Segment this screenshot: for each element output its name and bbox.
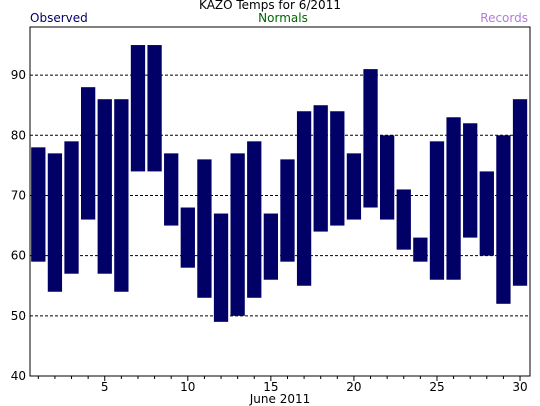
- legend-observed: Observed: [30, 11, 88, 25]
- temp-range-bar: [446, 117, 461, 280]
- y-tick-label: 50: [11, 309, 26, 323]
- chart-title: KAZO Temps for 6/2011: [199, 0, 341, 12]
- y-tick-label: 80: [11, 128, 26, 142]
- temp-range-bar: [147, 45, 162, 172]
- temp-range-bar: [114, 99, 129, 292]
- x-tick-label: 5: [101, 380, 109, 394]
- temp-range-bar: [64, 141, 79, 274]
- y-tick-label: 60: [11, 249, 26, 263]
- temp-range-bar: [263, 213, 279, 280]
- x-tick-label: 15: [263, 380, 278, 394]
- temp-range-bar: [47, 153, 63, 292]
- temp-range-bar: [247, 141, 262, 298]
- y-tick-label: 90: [11, 68, 26, 82]
- x-tick-label: 30: [512, 380, 527, 394]
- temp-range-bar: [313, 105, 328, 232]
- plot-frame: [29, 26, 531, 377]
- temp-range-bar: [197, 159, 212, 298]
- x-tick-label: 10: [180, 380, 195, 394]
- temp-range-bar: [130, 45, 146, 172]
- temp-range-bar: [463, 123, 478, 238]
- legend-records: Records: [480, 11, 528, 25]
- x-tick-label: 20: [346, 380, 361, 394]
- temp-range-bar: [413, 237, 428, 262]
- temp-range-bar: [180, 207, 195, 268]
- y-tick-label: 40: [11, 369, 26, 383]
- temp-range-bar: [164, 153, 179, 226]
- x-axis-label: June 2011: [249, 392, 311, 406]
- temp-range-bar: [280, 159, 295, 262]
- temp-range-bar: [230, 153, 245, 316]
- temp-range-bar: [346, 153, 362, 220]
- temp-range-bar: [330, 111, 345, 226]
- temp-range-bar: [97, 99, 112, 274]
- temp-range-bar: [429, 141, 445, 280]
- x-tick-label: 25: [429, 380, 444, 394]
- y-tick-label: 70: [11, 188, 26, 202]
- temp-range-bar: [496, 135, 511, 304]
- temp-range-bar: [31, 147, 46, 262]
- temp-range-bar: [380, 135, 395, 220]
- temp-range-bar: [213, 213, 229, 322]
- temp-range-bar: [80, 87, 96, 220]
- temp-range-bar: [363, 69, 378, 208]
- temp-range-bar: [296, 111, 312, 286]
- temp-range-bar: [512, 99, 528, 286]
- legend-normals: Normals: [258, 11, 308, 25]
- temp-range-bar: [396, 189, 411, 250]
- temp-range-bar: [479, 171, 494, 256]
